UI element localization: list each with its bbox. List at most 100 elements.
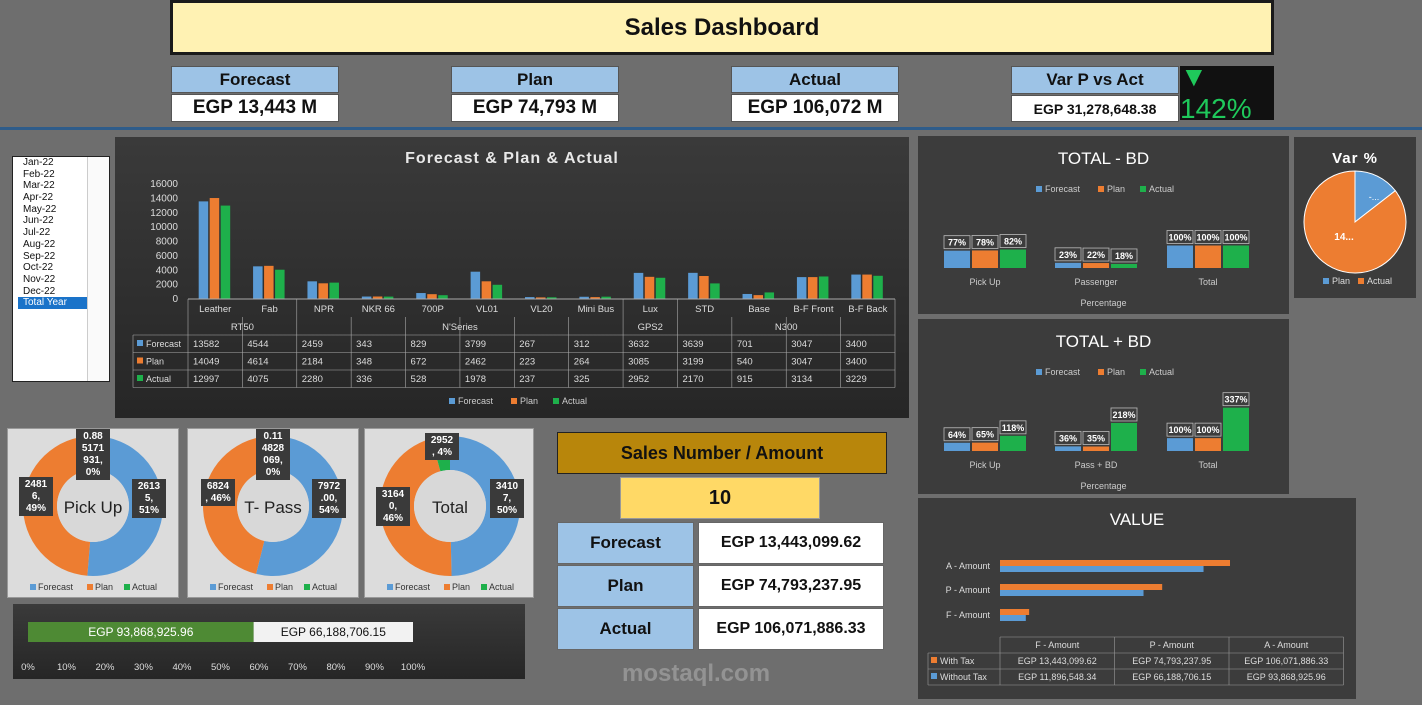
table-series-name: With Tax [940,656,975,666]
month-slicer[interactable]: Jan-22 Feb-22 Mar-22 Apr-22 May-22 Jun-22 Jul-… [12,156,110,382]
month-option[interactable]: Total Year [18,297,109,309]
month-option[interactable]: Jan-22 [23,157,54,168]
table-cell: 325 [574,374,590,385]
month-option[interactable]: Oct-22 [23,262,54,274]
legend-swatch [124,584,130,590]
data-label: 50% [497,505,517,516]
data-label: 3410 [496,481,519,492]
legend-swatch [1358,278,1364,284]
slicer-scrollbar[interactable] [87,157,109,381]
month-option[interactable]: Jul-22 [23,227,51,239]
legend-label: Plan [95,582,113,592]
total-minus-bd-chart: TOTAL - BD Forecast Plan Actual Pick Up 77% 78… [943,149,1250,308]
table-cell: 348 [356,357,372,368]
month-option[interactable]: Jun-22 [23,215,54,227]
month-option[interactable]: Feb-22 [23,168,55,180]
month-option[interactable]: Mar-22 [23,180,55,192]
x-tick-label: STD [695,304,714,315]
data-label-box [76,429,110,480]
table-cell: 223 [519,357,535,368]
month-option[interactable]: May-22 [23,203,57,215]
data-label-box [943,427,971,442]
data-label-box [1166,230,1194,244]
legend-swatch [553,398,559,404]
chart-title: TOTAL - BD [1058,149,1149,168]
legend-label: Plan [1107,184,1125,194]
bar-actual [873,275,883,299]
chart-title: TOTAL + BD [1056,332,1152,351]
bar-forecast [253,266,263,299]
data-label-box [971,235,999,249]
data-label: 65% [976,430,994,440]
plan-kpi-value: EGP 74,793 M [451,94,619,122]
table-cell: 701 [737,339,753,350]
table-cell: 264 [574,357,590,368]
progress-segment [253,622,413,642]
table-series-name: Forecast [146,339,182,349]
month-option[interactable]: Sep-22 [23,250,56,262]
table-cell: 3632 [628,339,649,350]
tpass-donut-panel: T- Pass 7972.00, 54% 6824, 46% 0.11 4828 069, 0… [187,428,359,598]
bar-actual [818,276,829,299]
data-label: 0% [266,467,281,478]
y-tick-label: P - Amount [946,585,991,595]
bar-plan [699,276,709,299]
table-cell: 829 [411,339,427,350]
data-label: 7, [503,493,512,504]
x-tick-label: Lux [643,304,659,315]
data-label-box [1166,422,1194,437]
var-percent-pie: Var % -... 14... Plan Actual [1303,150,1407,286]
total-donut-panel: Total 3410 7, 50% 3164 0, 46% 2952, 4% Forecast P… [364,428,534,598]
legend-label: Actual [1367,276,1392,286]
legend-label: Actual [1149,184,1174,194]
data-label: 0.11 [264,431,283,442]
chart-title: VALUE [1110,510,1165,529]
bar-forecast [944,442,970,451]
data-label: 218% [1112,410,1135,420]
data-label: 100% [1196,425,1219,435]
x-tick-label: 20% [95,662,115,673]
bar-with-tax [1000,560,1230,566]
x-tick-label: 80% [326,662,346,673]
bar-actual [1000,435,1026,451]
month-option[interactable]: Apr-22 [23,192,54,204]
bar-plan [536,297,546,299]
bar-forecast [851,274,861,299]
data-label: 14... [1334,232,1354,243]
bar-plan [264,265,274,299]
data-label: .00, [321,493,338,504]
x-tick-label: NKR 66 [362,304,395,315]
data-label-box [943,235,971,250]
bar-plan [372,296,383,299]
progress-label: EGP 93,868,925.96 [88,625,194,639]
legend-label: Actual [562,396,587,406]
data-label: -... [1369,192,1380,202]
x-tick-label: 50% [211,662,231,673]
table-cell: 3047 [791,339,812,350]
legend-label: Plan [452,582,470,592]
bar-actual [220,205,231,299]
month-option[interactable]: Aug-22 [23,238,56,250]
data-label-box [1194,422,1222,437]
donut-hole [237,470,309,542]
table-cell: 12997 [193,374,219,385]
donut-slice [256,436,343,576]
sales-plan-label: Plan [557,565,694,607]
x-tick-label: 60% [249,662,269,673]
table-cell: 2184 [302,357,323,368]
bar-forecast [416,293,426,299]
legend-swatch [1036,369,1042,375]
x-tick-label: Total [1198,277,1217,287]
month-option[interactable]: Nov-22 [23,273,56,285]
bar-without-tax [1000,590,1144,596]
total-plus-bd-chart: TOTAL + BD Forecast Plan Actual Pick Up 64% 65… [943,332,1250,491]
x-tick-label: Total [1198,460,1217,470]
table-cell: 528 [411,374,427,385]
y-tick-label: 10000 [150,222,178,233]
table-series-swatch [137,375,143,381]
bar-actual [1223,407,1249,451]
data-label-box [19,477,53,516]
bar-forecast [1055,446,1081,451]
month-option[interactable]: Dec-22 [23,285,56,297]
